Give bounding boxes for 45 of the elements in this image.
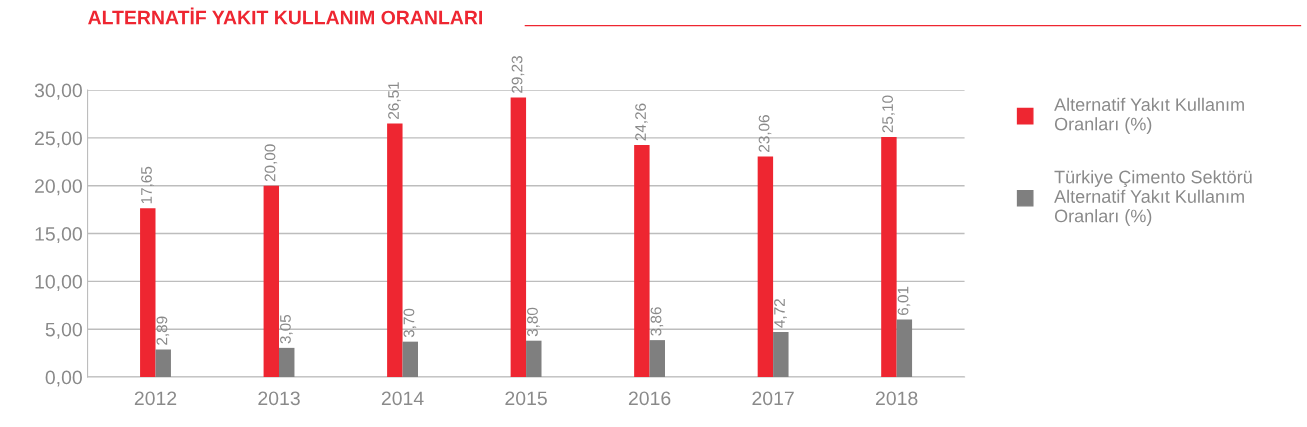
data-label: 20,00 (264, 144, 278, 182)
legend-label: Türkiye Çimento Sektörü Alternatif Yakıt Kullanım Oranları (%) (1054, 170, 1252, 226)
x-tick-label: 2013 (258, 391, 300, 406)
bar (279, 347, 295, 378)
x-tick-label: 2016 (628, 391, 671, 406)
y-tick-label: 10,00 (35, 274, 82, 291)
bar (510, 97, 527, 378)
bar (526, 340, 542, 378)
data-label: 6,01 (897, 286, 911, 315)
data-label: 24,26 (635, 103, 648, 141)
bar (263, 185, 280, 378)
bar (140, 208, 156, 378)
bar (881, 136, 897, 378)
y-tick-label: 20,00 (35, 179, 82, 196)
bar (155, 349, 171, 378)
y-tick-label: 0,00 (45, 370, 82, 387)
bar (896, 319, 913, 378)
x-tick-label: 2014 (381, 391, 424, 406)
bar (402, 341, 418, 378)
data-label: 23,06 (758, 115, 772, 152)
data-label: 17,65 (141, 166, 154, 204)
data-label: 3,05 (280, 314, 293, 344)
legend-label: Alternatif Yakıt Kullanım Oranları (%) (1054, 97, 1244, 135)
chart-title: ALTERNATİF YAKIT KULLANIM ORANLARI (88, 7, 483, 25)
data-label: 25,10 (882, 95, 895, 133)
data-label: 29,23 (511, 56, 525, 93)
y-tick-label: 30,00 (34, 83, 82, 100)
y-tick-label: 5,00 (45, 322, 82, 339)
data-label: 3,80 (527, 307, 540, 337)
data-label: 26,51 (388, 82, 401, 119)
bar (387, 123, 403, 378)
data-label: 3,86 (650, 307, 664, 336)
bar (634, 145, 650, 378)
data-label: 3,70 (403, 308, 417, 338)
x-tick-label: 2018 (875, 391, 918, 406)
bar (649, 340, 666, 378)
y-tick-label: 15,00 (35, 227, 82, 244)
bar (757, 156, 774, 378)
x-tick-label: 2017 (752, 391, 794, 406)
x-tick-label: 2012 (134, 391, 177, 406)
x-tick-label: 2015 (505, 391, 547, 406)
bar (773, 331, 789, 378)
data-label: 2,89 (156, 316, 170, 345)
y-tick-label: 25,00 (35, 131, 82, 148)
data-label: 4,72 (774, 299, 787, 328)
